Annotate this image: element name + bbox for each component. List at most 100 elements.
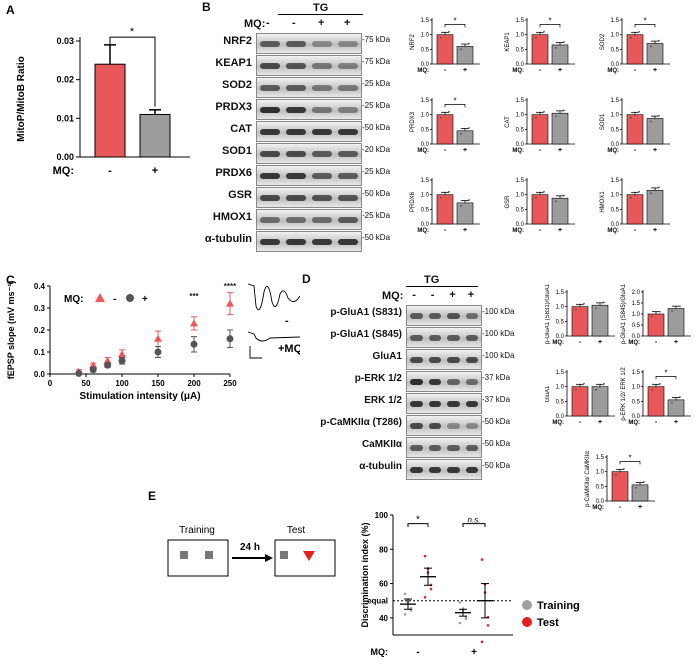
blot-lane-band bbox=[260, 62, 280, 69]
mini-point bbox=[650, 45, 652, 48]
mini-tick-label: 0.0 bbox=[632, 334, 641, 340]
blot-lane-band bbox=[338, 216, 358, 223]
sig-bracket bbox=[462, 523, 486, 527]
mini-bar bbox=[531, 114, 549, 145]
panel-a: A 0.00 0.01 0.02 0.03 MitoP/MitoB Ratio - + MQ: * bbox=[0, 0, 200, 200]
blot-label: CaMKIIα bbox=[361, 439, 402, 450]
blot-lane-band bbox=[447, 400, 460, 407]
blot-lane-band bbox=[260, 172, 280, 179]
mini-group: - bbox=[634, 67, 637, 74]
mini-tick-label: 1.5 bbox=[516, 178, 525, 184]
blot-lane-band bbox=[447, 378, 460, 385]
mini-point bbox=[643, 481, 645, 483]
panel-d-letter: D bbox=[302, 272, 311, 286]
mini-point bbox=[651, 388, 653, 391]
blot-lane-band bbox=[447, 312, 460, 319]
mini-point bbox=[634, 113, 636, 116]
y-tick-label: 0.2 bbox=[34, 326, 46, 335]
mini-point bbox=[630, 116, 632, 119]
mini-point bbox=[444, 113, 446, 116]
mini-group: - bbox=[655, 419, 658, 426]
mini-group: - bbox=[579, 419, 582, 426]
mini-point bbox=[619, 470, 621, 473]
mini-ylabel: p-CaMKIIα/ CaMKIIα bbox=[585, 451, 591, 507]
mini-point bbox=[679, 396, 681, 398]
blot-lane-band bbox=[465, 356, 478, 363]
blot-lane-band bbox=[260, 84, 280, 91]
test-object-1 bbox=[280, 551, 288, 559]
blot-band bbox=[256, 231, 362, 252]
panel-d-tg-line bbox=[406, 286, 478, 287]
mini-ylabel: PRDX6 bbox=[410, 191, 416, 212]
blot-band bbox=[406, 437, 482, 458]
mini-point bbox=[639, 484, 641, 486]
panel-d-blot: D TG MQ: p-GluA1 (S831) -100 kDa p-GluA1 (… bbox=[300, 272, 545, 480]
mini-group: + bbox=[463, 227, 467, 234]
y-tick-label: 0.1 bbox=[34, 348, 46, 357]
mini-point bbox=[440, 116, 442, 119]
blot-lane-band bbox=[338, 150, 358, 157]
training-object-2 bbox=[205, 551, 213, 559]
blot-lane-band bbox=[260, 128, 280, 135]
x-tick-label: 250 bbox=[223, 379, 237, 388]
data-point-triangle bbox=[226, 299, 234, 307]
mini-tick-label: 1.0 bbox=[611, 193, 620, 199]
mini-point bbox=[440, 36, 442, 39]
mini-mq: MQ: bbox=[417, 228, 429, 234]
mini-group: + bbox=[558, 147, 562, 154]
blot-label: α-tubulin bbox=[359, 461, 402, 472]
mini-tick-label: 1.5 bbox=[632, 370, 641, 376]
data-point bbox=[458, 621, 462, 625]
kda-label: -37 kDa bbox=[482, 395, 511, 404]
mini-ylabel: GSR bbox=[505, 195, 511, 209]
mini-tick-label: 0.5 bbox=[516, 47, 525, 53]
y-tick-label: 100 bbox=[375, 511, 389, 520]
training-object-1 bbox=[180, 551, 188, 559]
mini-group: - bbox=[444, 227, 447, 234]
mini-tick-label: 1.0 bbox=[421, 33, 430, 39]
data-point-triangle bbox=[118, 350, 126, 358]
mini-point bbox=[440, 196, 442, 199]
mini-point bbox=[555, 47, 557, 49]
sig-star: * bbox=[130, 26, 135, 38]
mini-bar bbox=[571, 386, 589, 417]
lane-label: - bbox=[292, 17, 296, 29]
blot-lane-band bbox=[410, 400, 423, 407]
mini-point bbox=[654, 42, 656, 45]
mini-sig: * bbox=[628, 453, 631, 462]
kda-label: -100 kDa bbox=[482, 351, 515, 360]
mini-tick-label: 1.0 bbox=[421, 113, 430, 119]
legend-plus: + bbox=[142, 294, 148, 305]
mini-point bbox=[575, 308, 577, 311]
blot-band bbox=[256, 187, 362, 208]
panel-b-mq-label: MQ: bbox=[244, 18, 266, 30]
mini-tick-label: 1.0 bbox=[516, 33, 525, 39]
blot-lane-band bbox=[286, 128, 306, 135]
group-label: - bbox=[108, 165, 112, 177]
blot-band bbox=[256, 143, 362, 164]
mini-point bbox=[444, 193, 446, 196]
mini-point bbox=[563, 194, 565, 197]
mini-sig: * bbox=[453, 16, 456, 25]
mini-group: - bbox=[539, 147, 542, 154]
mini-point bbox=[535, 116, 537, 119]
blot-label: KEAP1 bbox=[215, 57, 252, 69]
x-tick-label: 200 bbox=[187, 379, 201, 388]
mini-group: - bbox=[634, 227, 637, 234]
mini-sig: * bbox=[643, 16, 646, 25]
sig-bracket bbox=[407, 523, 429, 527]
mini-tick-label: 1.5 bbox=[611, 178, 620, 184]
data-point bbox=[403, 592, 407, 596]
mini-bar bbox=[551, 44, 569, 65]
mini-point bbox=[634, 33, 636, 36]
y-tick-label: 0.0 bbox=[34, 370, 46, 379]
data-point bbox=[480, 558, 484, 561]
mini-group: + bbox=[463, 147, 467, 154]
blot-lane-band bbox=[312, 238, 332, 245]
scale-bar bbox=[249, 346, 262, 359]
data-point bbox=[429, 587, 433, 591]
kda-label: -20 kDa bbox=[362, 145, 391, 154]
blot-lane-band bbox=[286, 84, 306, 91]
blot-label: α-tubulin bbox=[204, 233, 252, 245]
mini-point bbox=[535, 196, 537, 199]
